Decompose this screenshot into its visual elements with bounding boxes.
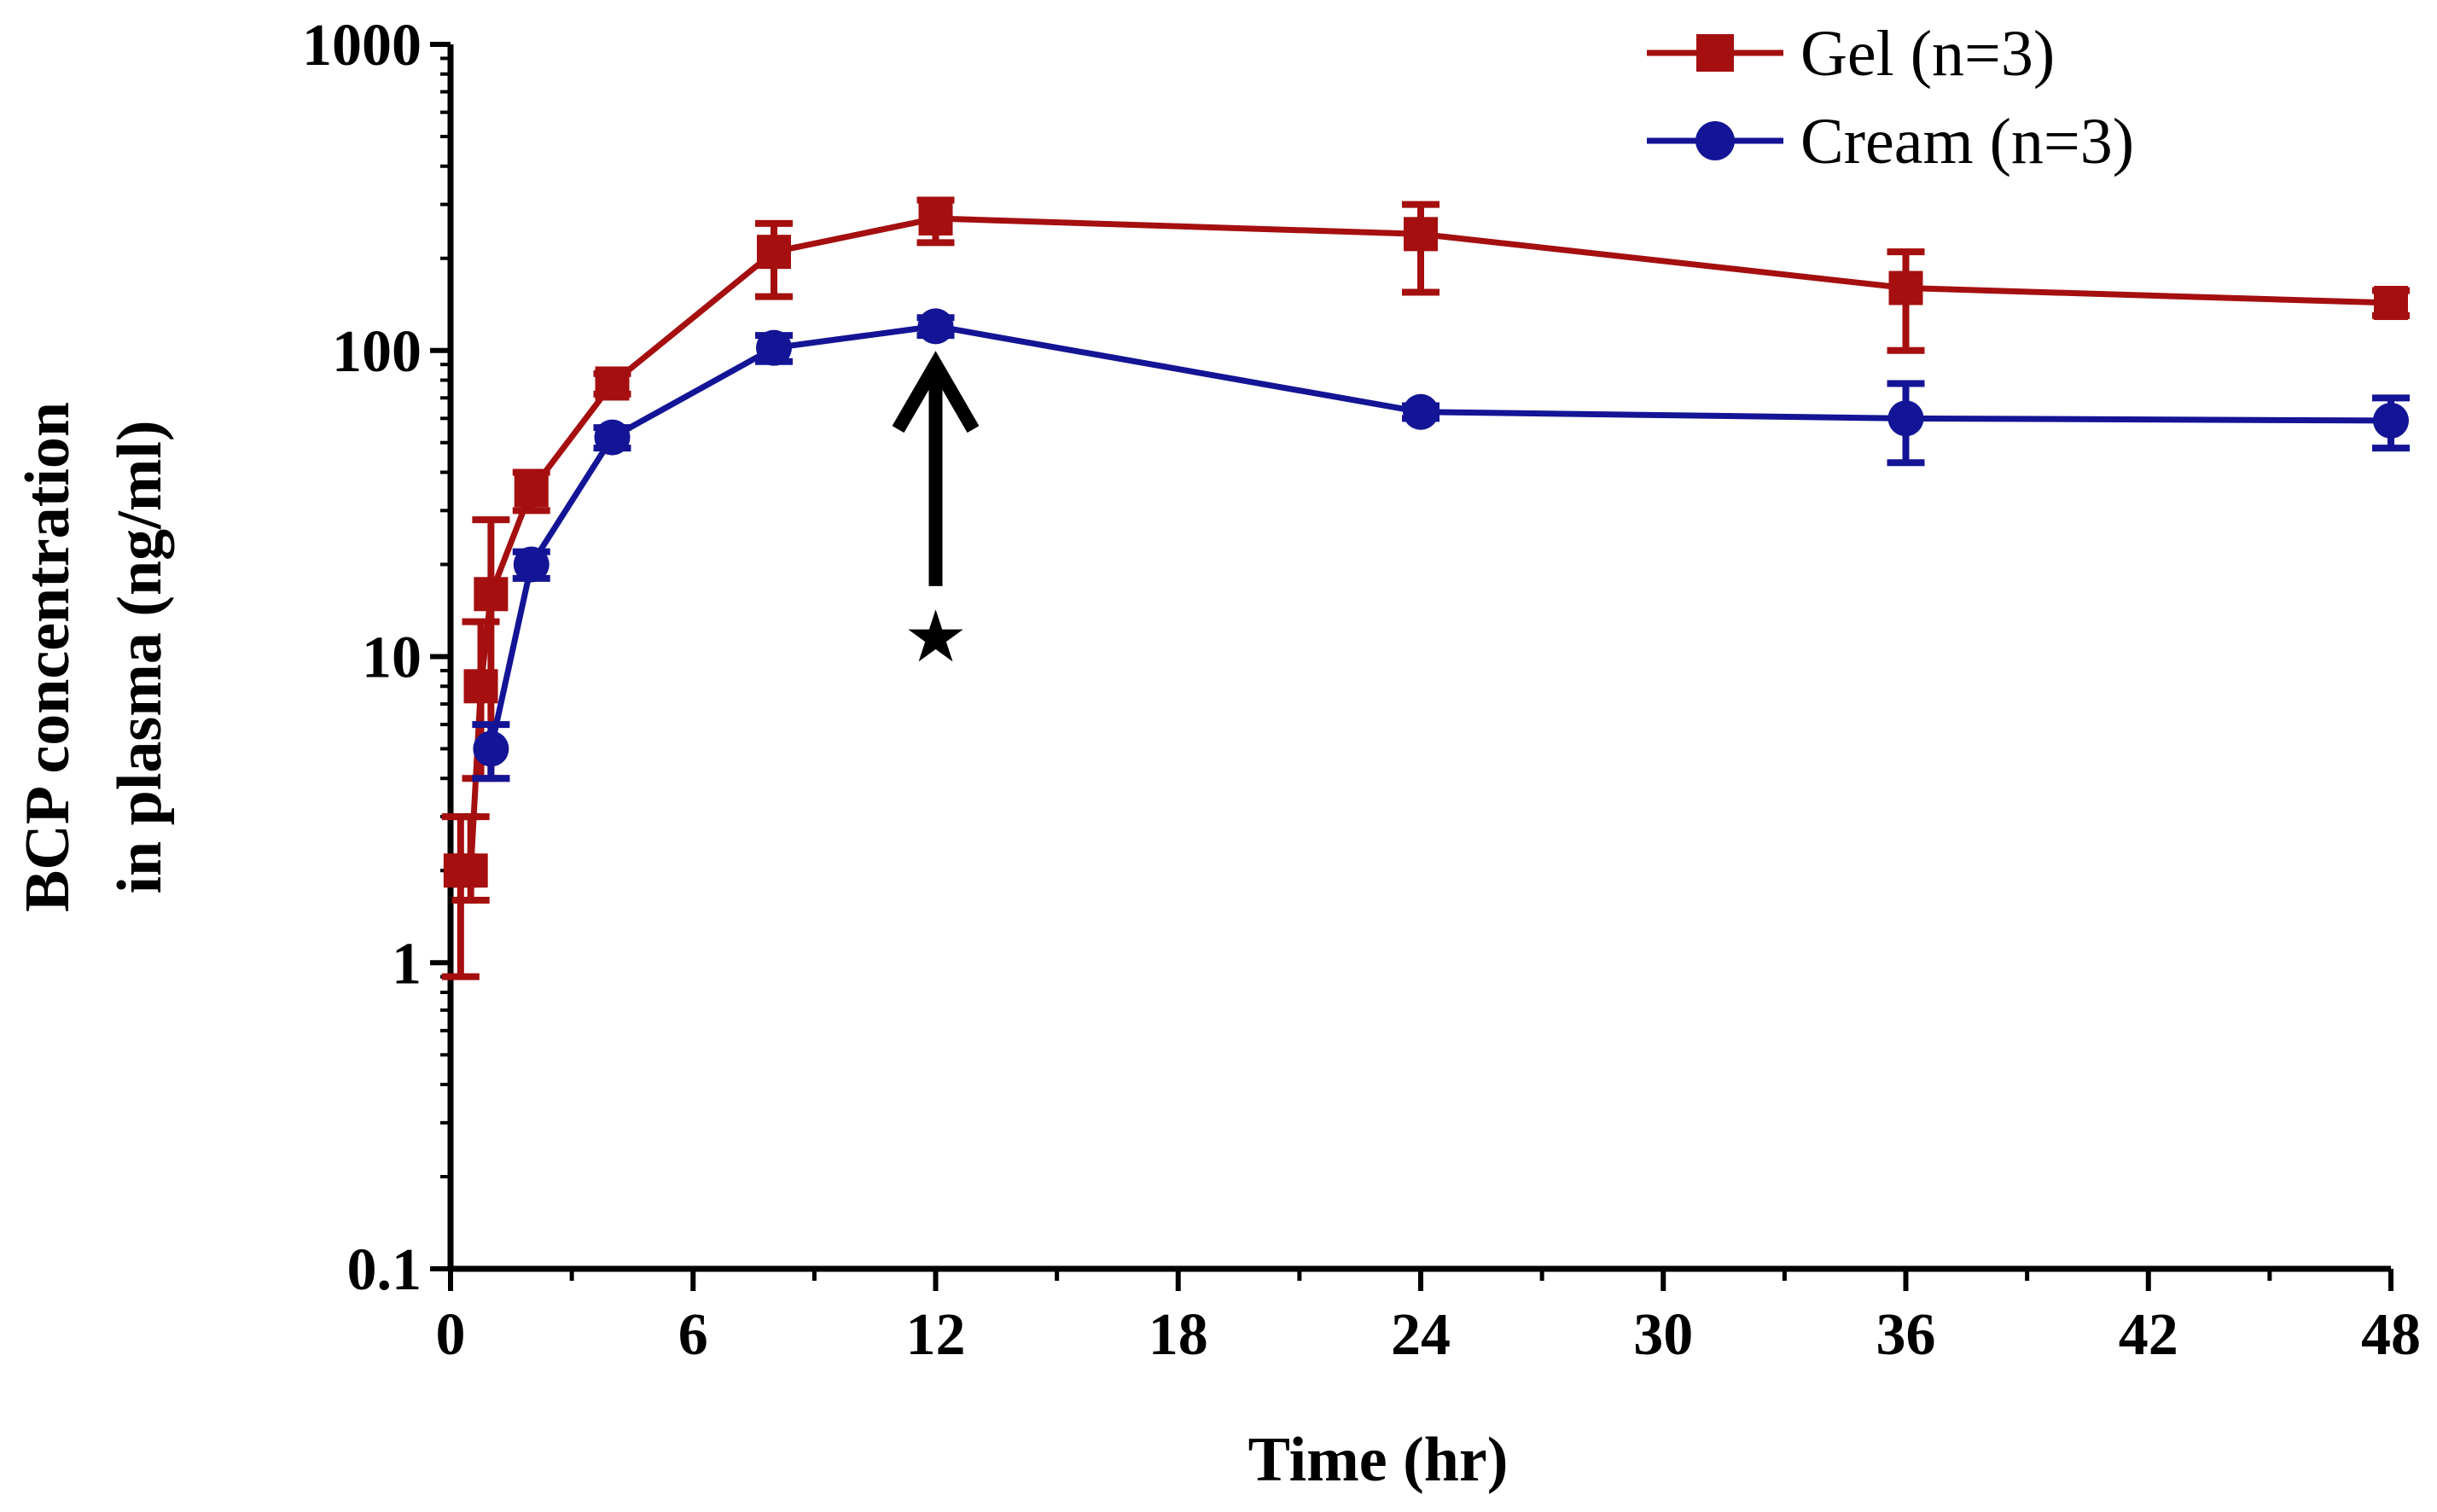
data-point <box>594 419 631 456</box>
y-axis-title-line1: BCP concentration <box>13 402 83 912</box>
x-tick-label: 36 <box>1876 1302 1936 1368</box>
x-tick-label: 6 <box>678 1302 708 1368</box>
annotation-layer: ★ <box>892 351 980 678</box>
series-line <box>487 323 2392 750</box>
x-tick-label: 48 <box>2361 1302 2421 1368</box>
data-point <box>918 201 953 236</box>
x-tick-label: 24 <box>1391 1302 1451 1368</box>
data-point <box>756 329 792 366</box>
data-point <box>474 577 509 612</box>
axes: 0.1 1 10 100 1000 0 6 12 18 24 30 36 42 48 <box>302 13 2421 1368</box>
data-point <box>1887 400 1924 437</box>
data-point <box>2373 402 2409 439</box>
y-tick-label: 100 <box>332 319 422 385</box>
series-cream <box>472 308 2410 782</box>
legend-entry: Gel (n=3) <box>1647 18 2055 90</box>
x-tick-label: 12 <box>906 1302 966 1368</box>
data-point <box>473 730 509 767</box>
data-point <box>1403 393 1439 430</box>
y-tick-label: 1 <box>392 931 422 997</box>
y-tick-label: 1000 <box>302 13 422 79</box>
annotation-arrow-head <box>892 351 980 433</box>
data-point <box>513 546 550 583</box>
data-point <box>757 235 791 270</box>
data-point <box>514 473 549 508</box>
legend-marker <box>1696 34 1734 72</box>
annotation-star: ★ <box>904 595 968 678</box>
data-point <box>2374 286 2408 321</box>
legend-entry: Cream (n=3) <box>1647 106 2134 177</box>
legend-marker <box>1695 121 1735 160</box>
data-point <box>595 366 630 401</box>
legend-label: Cream (n=3) <box>1800 106 2134 177</box>
data-point <box>453 853 488 888</box>
data-point <box>1888 270 1923 305</box>
legend-label: Gel (n=3) <box>1800 18 2055 90</box>
series-gel <box>441 196 2410 980</box>
y-tick-label: 10 <box>362 625 422 691</box>
x-tick-label: 30 <box>1633 1302 1693 1368</box>
series-line <box>460 215 2392 874</box>
y-tick-label: 0.1 <box>347 1237 422 1303</box>
legend: Gel (n=3) Cream (n=3) <box>1647 18 2134 177</box>
data-point <box>917 308 954 345</box>
x-tick-label: 18 <box>1149 1302 1208 1368</box>
x-tick-label: 0 <box>436 1302 466 1368</box>
data-point <box>1404 217 1438 252</box>
x-tick-label: 42 <box>2119 1302 2178 1368</box>
y-axis-title-line2: in plasma (ng/ml) <box>105 420 175 893</box>
series-layer <box>441 196 2410 980</box>
data-point <box>463 669 498 704</box>
x-axis-title: Time (hr) <box>1248 1425 1509 1495</box>
